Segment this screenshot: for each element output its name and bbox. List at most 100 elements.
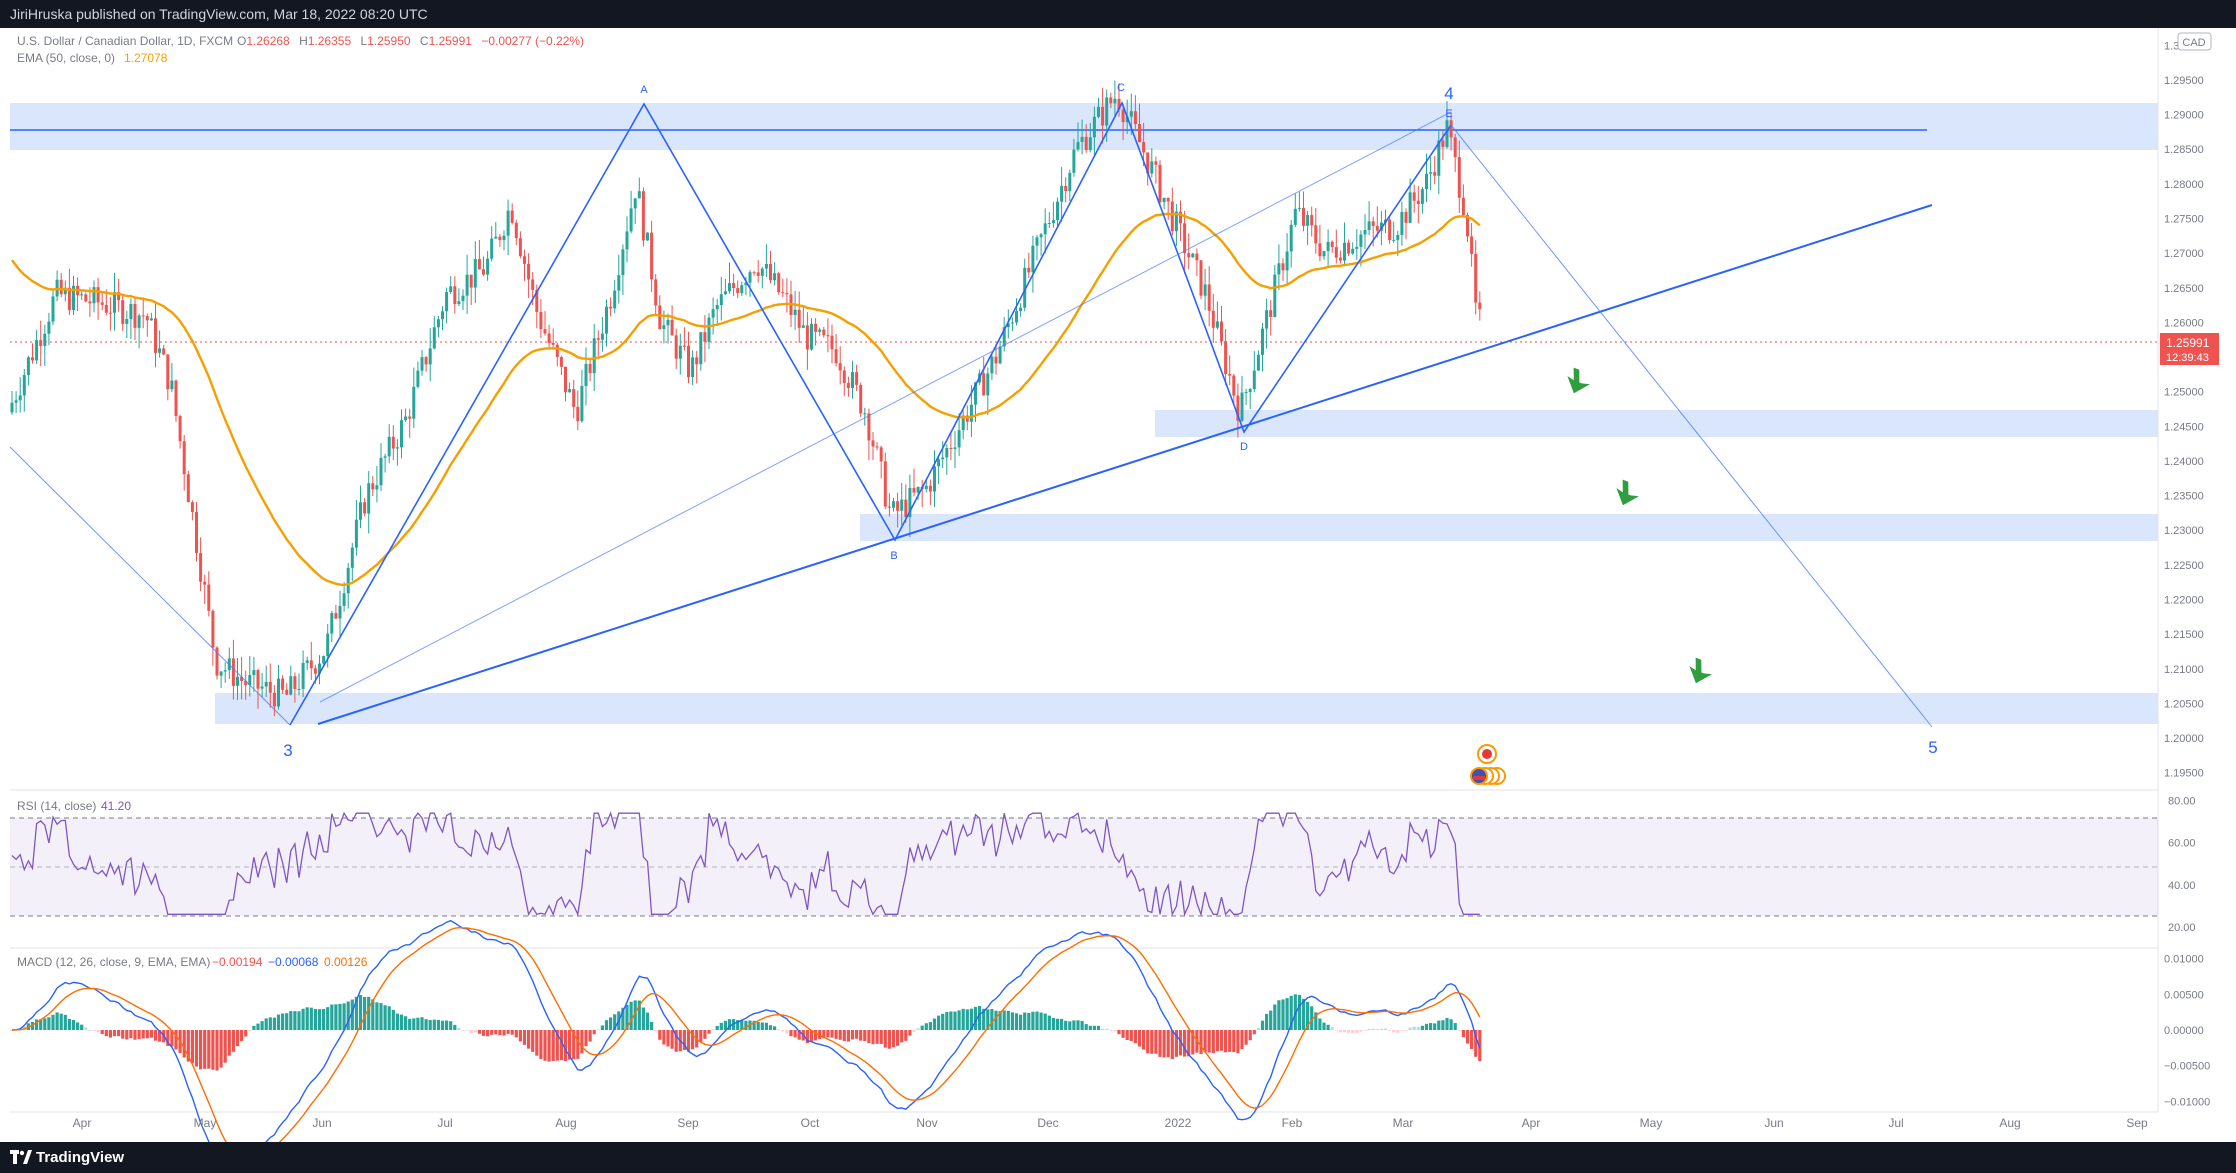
candle-body[interactable] [994, 356, 998, 364]
candle-body[interactable] [1277, 263, 1281, 275]
candle-body[interactable] [740, 285, 744, 294]
candle-body[interactable] [1023, 267, 1027, 308]
candle-body[interactable] [1076, 141, 1080, 150]
candle-body[interactable] [1256, 354, 1260, 371]
candle-body[interactable] [469, 274, 473, 288]
candle-body[interactable] [764, 264, 768, 269]
candle-body[interactable] [1240, 392, 1244, 421]
candle-body[interactable] [1043, 223, 1047, 235]
candle-body[interactable] [801, 325, 805, 328]
candle-body[interactable] [518, 238, 522, 257]
candle-body[interactable] [1322, 251, 1326, 257]
candle-body[interactable] [137, 315, 141, 328]
candle-body[interactable] [1117, 98, 1121, 110]
candle-body[interactable] [1425, 173, 1428, 190]
candle-body[interactable] [1142, 142, 1146, 153]
candle-body[interactable] [1105, 97, 1109, 126]
us-event-icon[interactable] [1470, 767, 1506, 785]
candle-body[interactable] [133, 303, 137, 328]
candle-body[interactable] [523, 256, 526, 264]
candle-body[interactable] [646, 232, 649, 241]
candle-body[interactable] [1170, 201, 1174, 232]
candle-body[interactable] [400, 420, 403, 448]
candle-body[interactable] [1248, 389, 1252, 393]
candle-body[interactable] [1392, 239, 1396, 241]
candle-body[interactable] [998, 346, 1002, 364]
candle-body[interactable] [584, 363, 588, 387]
candle-body[interactable] [465, 274, 469, 296]
candle-body[interactable] [957, 430, 961, 448]
candle-body[interactable] [551, 342, 555, 345]
candle-body[interactable] [1035, 237, 1039, 246]
candle-body[interactable] [879, 447, 883, 462]
candle-body[interactable] [1047, 223, 1051, 225]
candle-body[interactable] [1449, 120, 1453, 138]
time-axis[interactable]: Apr May Jun Jul Aug Sep Oct Nov Dec 2022 Feb Mar Apr… [73, 1116, 2148, 1130]
candle-body[interactable] [723, 291, 727, 295]
candle-body[interactable] [264, 681, 268, 687]
candle-body[interactable] [924, 485, 928, 490]
candle-body[interactable] [252, 670, 256, 676]
candle-body[interactable] [1457, 157, 1461, 198]
candle-body[interactable] [1478, 302, 1482, 310]
candle-body[interactable] [834, 349, 838, 364]
candle-body[interactable] [1310, 215, 1314, 226]
candle-body[interactable] [338, 605, 342, 619]
candle-body[interactable] [482, 269, 485, 275]
candle-body[interactable] [1236, 395, 1240, 421]
candle-body[interactable] [613, 290, 617, 309]
candle-body[interactable] [285, 689, 289, 695]
candle-body[interactable] [1379, 222, 1383, 231]
candle-body[interactable] [531, 279, 535, 290]
candle-body[interactable] [941, 457, 945, 460]
candle-body[interactable] [199, 553, 203, 582]
candle-body[interactable] [1092, 116, 1096, 138]
candle-body[interactable] [1191, 253, 1195, 258]
candle-body[interactable] [342, 593, 346, 606]
candle-body[interactable] [260, 686, 264, 689]
candle-body[interactable] [1416, 200, 1420, 205]
candle-body[interactable] [846, 383, 850, 388]
candle-body[interactable] [781, 292, 785, 294]
candle-body[interactable] [113, 292, 116, 313]
candle-body[interactable] [838, 363, 842, 371]
candle-body[interactable] [617, 275, 621, 291]
candle-body[interactable] [785, 293, 789, 295]
candle-body[interactable] [121, 300, 125, 324]
support-zone-3[interactable] [215, 693, 2158, 724]
green-arrow-3[interactable] [1685, 657, 1716, 688]
candle-body[interactable] [1433, 172, 1437, 176]
candle-body[interactable] [596, 338, 600, 340]
candle-body[interactable] [1150, 161, 1154, 174]
candle-body[interactable] [256, 670, 260, 689]
candle-body[interactable] [498, 236, 502, 241]
candle-body[interactable] [363, 502, 367, 514]
candle-body[interactable] [1064, 185, 1068, 192]
candle-body[interactable] [555, 344, 559, 358]
green-arrow-2[interactable] [1612, 479, 1643, 510]
candle-body[interactable] [231, 658, 235, 686]
candle-body[interactable] [949, 447, 953, 449]
candle-body[interactable] [1334, 247, 1338, 258]
candle-body[interactable] [933, 466, 936, 492]
candle-body[interactable] [822, 329, 826, 336]
candle-body[interactable] [416, 370, 420, 387]
candle-body[interactable] [1199, 260, 1203, 296]
candle-body[interactable] [84, 294, 88, 302]
candle-body[interactable] [326, 633, 330, 657]
candle-body[interactable] [875, 446, 879, 448]
candle-body[interactable] [982, 373, 986, 396]
candle-body[interactable] [367, 483, 371, 514]
candle-body[interactable] [969, 404, 973, 422]
candle-body[interactable] [1252, 370, 1256, 390]
candle-body[interactable] [154, 318, 157, 353]
tradingview-logo[interactable]: TradingView [10, 1149, 124, 1166]
candle-body[interactable] [687, 345, 690, 378]
candle-body[interactable] [1388, 219, 1392, 241]
candle-body[interactable] [1121, 109, 1125, 123]
candle-body[interactable] [346, 567, 350, 594]
candle-body[interactable] [1318, 243, 1322, 257]
candle-body[interactable] [756, 272, 760, 276]
candle-body[interactable] [18, 395, 22, 401]
candle-body[interactable] [1113, 98, 1117, 104]
